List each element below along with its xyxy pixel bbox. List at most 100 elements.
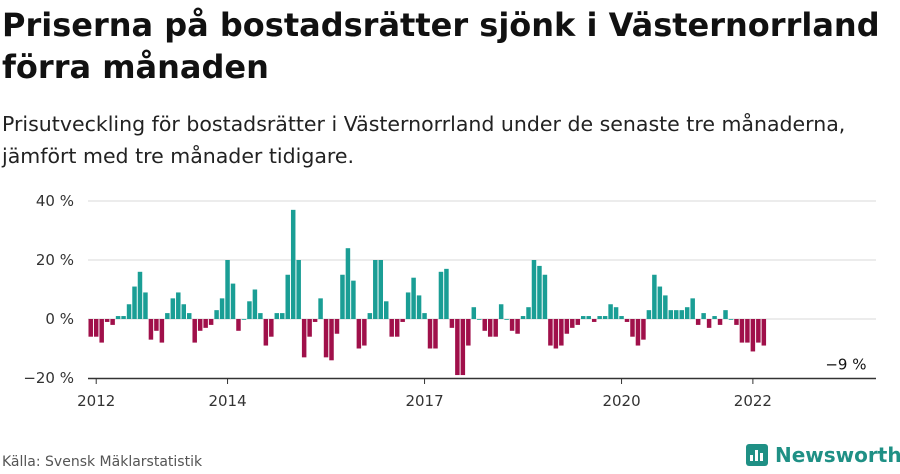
bar	[318, 298, 323, 319]
bar	[663, 295, 668, 319]
bar	[312, 319, 318, 322]
bar	[586, 316, 591, 319]
y-tick-label: 0 %	[45, 310, 74, 328]
bar	[652, 274, 657, 319]
bar	[641, 319, 646, 340]
bar	[121, 316, 126, 319]
bar	[93, 319, 99, 337]
bar	[197, 319, 203, 331]
bar	[132, 286, 137, 319]
bar	[274, 313, 280, 319]
bar	[378, 260, 384, 319]
bar	[208, 319, 214, 325]
bar	[143, 292, 148, 319]
bar	[635, 319, 641, 346]
bar	[351, 280, 356, 319]
bar	[411, 277, 416, 319]
bar	[553, 319, 559, 349]
bar	[531, 260, 537, 319]
bar	[159, 319, 165, 343]
bar	[345, 248, 351, 319]
bar	[334, 319, 340, 334]
bar	[756, 319, 761, 343]
bar	[712, 316, 717, 319]
bar	[482, 319, 487, 331]
y-tick-label: −20 %	[23, 369, 74, 387]
x-tick-label: 2017	[405, 392, 443, 410]
bars	[88, 209, 767, 376]
bar	[154, 319, 159, 331]
y-tick-label: 20 %	[36, 251, 74, 269]
bar	[356, 319, 362, 349]
bar	[186, 313, 192, 319]
bar	[236, 319, 241, 331]
bar	[559, 319, 564, 346]
bar	[285, 274, 290, 319]
bar	[745, 319, 750, 343]
bar	[734, 319, 739, 325]
bar	[575, 319, 581, 325]
bar	[624, 319, 630, 322]
bar	[383, 301, 389, 319]
bar	[674, 310, 679, 319]
bar	[307, 319, 312, 337]
newsworthy-logo[interactable]: Newsworthy	[746, 442, 900, 468]
bar	[301, 319, 307, 358]
bar	[181, 304, 187, 319]
bar	[422, 313, 427, 319]
brand-name: Newsworthy	[775, 443, 900, 467]
bar	[487, 319, 493, 337]
bar	[449, 319, 455, 328]
bar	[416, 295, 422, 319]
bar	[225, 260, 230, 319]
bar	[728, 319, 734, 320]
bar	[176, 292, 181, 319]
bar	[613, 307, 619, 319]
bar	[104, 319, 110, 322]
bar	[247, 301, 252, 319]
bar	[466, 319, 471, 346]
bar	[460, 319, 466, 376]
bar	[433, 319, 438, 349]
bar	[110, 319, 115, 325]
bar	[597, 316, 602, 319]
bar	[241, 319, 247, 320]
bar	[526, 307, 531, 319]
bar	[170, 298, 176, 319]
bar	[706, 319, 712, 328]
bar	[230, 283, 236, 319]
bar	[504, 319, 509, 320]
bar	[690, 298, 695, 319]
bar	[444, 268, 449, 319]
bar	[252, 289, 258, 319]
bar	[515, 319, 520, 334]
x-tick-label: 2014	[208, 392, 246, 410]
bar	[477, 319, 482, 320]
bar	[214, 310, 219, 319]
bar	[668, 310, 674, 319]
bar	[296, 260, 301, 319]
bar	[684, 307, 690, 319]
value-annotation: −9 %	[825, 356, 866, 374]
bar-chart: −20 % 0 % 20 % 40 % 2012 2014 2017 2020 2022 −9…	[23, 192, 876, 410]
bar	[564, 319, 570, 334]
bar	[619, 316, 624, 319]
x-tick-label: 2022	[734, 392, 772, 410]
y-tick-label: 40 %	[36, 192, 74, 210]
bar	[570, 319, 575, 328]
chart-subtitle: Prisutveckling för bostadsrätter i Väste…	[2, 112, 846, 168]
bar	[580, 316, 586, 319]
bar	[520, 316, 526, 319]
bar	[400, 319, 405, 322]
bar	[509, 319, 515, 331]
bar	[646, 310, 652, 319]
bar	[471, 307, 477, 319]
bar	[602, 316, 608, 319]
bar	[761, 319, 767, 346]
bar	[695, 319, 701, 325]
bar	[405, 292, 411, 319]
x-axis: 2012 2014 2017 2020 2022	[77, 377, 876, 410]
source-note: Källa: Svensk Mäklarstatistik	[2, 454, 203, 470]
bar	[455, 319, 460, 376]
bar	[493, 319, 498, 337]
